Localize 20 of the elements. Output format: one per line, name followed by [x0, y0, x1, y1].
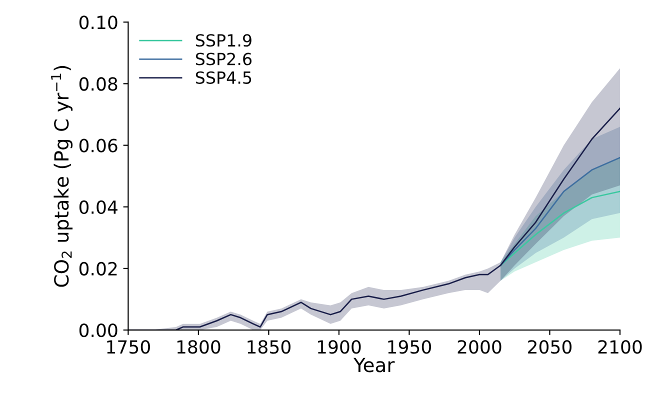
- x-tick-label: 2050: [528, 340, 572, 354]
- y-tick-label: 0.00: [79, 324, 118, 338]
- x-tick-label: 2100: [598, 340, 642, 354]
- x-tick-label: 2000: [458, 340, 502, 354]
- x-axis-title: Year: [353, 358, 395, 372]
- y-tick-label: 0.02: [79, 262, 117, 276]
- y-tick-label: 0.08: [79, 77, 118, 91]
- x-tick-label: 1950: [388, 340, 431, 354]
- y-axis-title: CO$_{2}$ uptake (Pg C yr$^{−1}$): [51, 66, 73, 287]
- y-tick-label: 0.10: [79, 16, 118, 30]
- legend-label: SSP2.6: [196, 52, 252, 66]
- y-tick-label: 0.04: [79, 200, 118, 214]
- x-tick-label: 1800: [177, 340, 220, 354]
- x-tick-label: 1850: [248, 340, 290, 354]
- y-tick-label: 0.06: [79, 138, 118, 152]
- x-tick-label: 1750: [107, 340, 150, 354]
- x-tick-label: 1900: [318, 340, 361, 354]
- legend-label: SSP1.9: [196, 34, 252, 47]
- legend-label: SSP4.5: [196, 71, 252, 84]
- line-series: [500, 190, 620, 266]
